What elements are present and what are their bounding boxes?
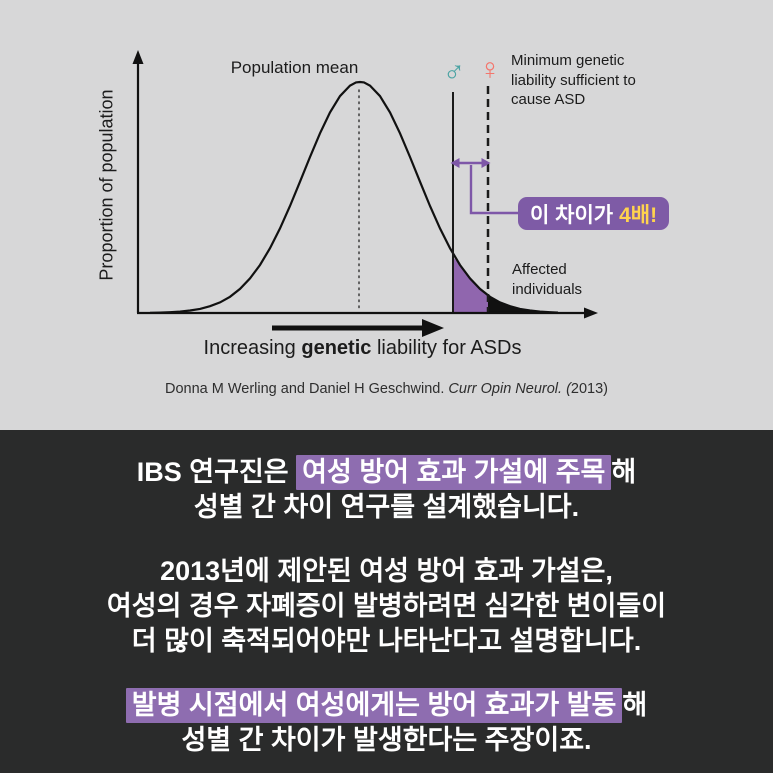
paragraph-1-line-1: IBS 연구진은 여성 방어 효과 가설에 주목 해 <box>137 455 636 490</box>
difference-arrow-left-head <box>450 158 460 168</box>
p1-highlighted-text: 여성 방어 효과 가설에 주목 <box>296 455 612 490</box>
citation-authors: Donna M Werling and Daniel H Geschwind. <box>164 381 449 397</box>
affected-tail-area <box>488 294 556 313</box>
female-icon: ♀ <box>478 53 502 86</box>
paragraph-3-line-1: 발병 시점에서 여성에게는 방어 효과가 발동 해 <box>125 688 648 723</box>
p3-highlighted-text: 발병 시점에서 여성에게는 방어 효과가 발동 <box>125 688 623 723</box>
paragraph-1: IBS 연구진은 여성 방어 효과 가설에 주목 해 성별 간 차이 연구를 설계… <box>137 455 636 525</box>
affected-individuals-label: Affected individuals <box>512 261 583 298</box>
p3-post-text: 해 <box>622 690 648 720</box>
citation-journal: Curr Opin Neurol. ( <box>448 381 571 397</box>
x-axis-arrowhead <box>584 307 598 319</box>
population-mean-label: Population mean <box>230 58 359 77</box>
callout-text: 이 차이가 <box>530 203 614 227</box>
citation-year: 2013) <box>570 381 608 397</box>
paragraph-1-line-2: 성별 간 차이 연구를 설계했습니다. <box>193 492 580 522</box>
body-text-panel: IBS 연구진은 여성 방어 효과 가설에 주목 해 성별 간 차이 연구를 설계… <box>0 430 773 773</box>
purple-threshold-area <box>453 257 488 312</box>
minimum-liability-label: Minimum genetic liability sufficient to … <box>511 52 636 108</box>
difference-arrow-right-head <box>481 158 491 168</box>
paragraph-2: 2013년에 제안된 여성 방어 효과 가설은, 여성의 경우 자폐증이 발병하… <box>107 554 666 659</box>
increasing-arrow-head <box>422 319 444 337</box>
x-axis-label: Increasing genetic liability for ASDs <box>140 337 585 360</box>
paragraph-3-line-2: 성별 간 차이가 발생한다는 주장이죠. <box>181 725 592 755</box>
paragraph-2-line-1: 2013년에 제안된 여성 방어 효과 가설은, <box>160 556 613 586</box>
paragraph-2-line-3: 더 많이 축적되어야만 나타난다고 설명합니다. <box>131 626 642 656</box>
distribution-diagram-svg <box>132 50 598 337</box>
callout-connector-line <box>469 165 518 215</box>
y-axis-arrowhead <box>132 50 144 64</box>
y-axis-label: Proportion of population <box>96 89 117 281</box>
difference-callout-badge: 이 차이가 4배! <box>518 197 670 230</box>
p1-post-text: 해 <box>611 457 637 487</box>
callout-highlight-text: 4배! <box>619 203 658 227</box>
p1-pre-text: IBS 연구진은 <box>136 457 297 487</box>
x-axis-label-bold: genetic <box>301 337 372 359</box>
paragraph-3: 발병 시점에서 여성에게는 방어 효과가 발동 해 성별 간 차이가 발생한다는 … <box>125 688 648 758</box>
male-icon: ♂ <box>442 55 466 88</box>
x-axis-label-post: liability for ASDs <box>371 337 522 359</box>
bell-curve <box>149 80 559 314</box>
paragraph-2-line-2: 여성의 경우 자폐증이 발병하려면 심각한 변이들이 <box>106 591 667 621</box>
x-axis-label-pre: Increasing <box>203 337 302 359</box>
diagram-panel: Proportion of population Population mean… <box>0 0 773 430</box>
citation: Donna M Werling and Daniel H Geschwind. … <box>0 381 773 397</box>
